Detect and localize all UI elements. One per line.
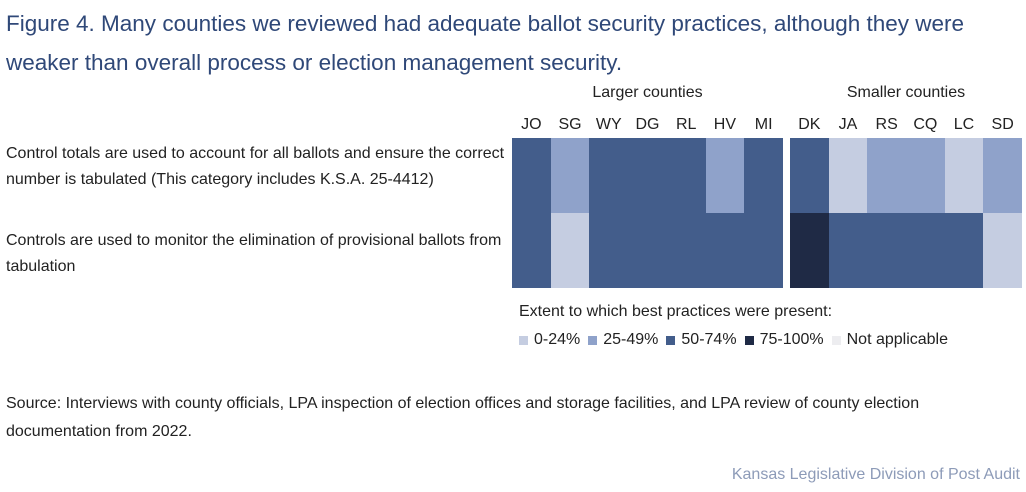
column-label: RL <box>675 116 697 133</box>
heatmap-cell <box>790 213 830 288</box>
column-label: SG <box>558 116 582 133</box>
legend-label: 50-74% <box>681 331 737 348</box>
column-label: HV <box>713 116 737 133</box>
heatmap-cell <box>744 213 784 288</box>
column-label: JO <box>521 116 542 133</box>
source-note: Source: Interviews with county officials… <box>6 395 920 440</box>
footer: Kansas Legislative Division of Post Audi… <box>731 466 1020 483</box>
column-label: MI <box>754 116 773 133</box>
heatmap-cell <box>512 138 552 213</box>
legend-label: 0-24% <box>534 331 581 348</box>
legend-label: Not applicable <box>846 331 949 348</box>
heatmap-cell <box>790 138 830 213</box>
heatmap-cell <box>906 138 946 213</box>
heatmap-cell <box>867 213 907 288</box>
column-label: WY <box>595 116 622 133</box>
column-label: LC <box>953 116 975 133</box>
heatmap-cell <box>628 138 668 213</box>
heatmap-cell <box>867 138 907 213</box>
heatmap-cell <box>828 213 868 288</box>
column-label: JA <box>838 116 858 133</box>
column-label: CQ <box>913 116 938 133</box>
heatmap-cell <box>983 213 1023 288</box>
heatmap-cell <box>628 213 668 288</box>
row-label: Controls are used to monitor the elimina… <box>6 232 502 275</box>
legend-title: Extent to which best practices were pres… <box>519 303 833 320</box>
legend-swatch <box>831 335 841 345</box>
chart-title: Figure 4. Many counties we reviewed had … <box>6 11 965 75</box>
group-label: Smaller counties <box>846 84 966 101</box>
legend-item: 0-24% <box>519 331 580 349</box>
legend-label: 25-49% <box>603 331 659 348</box>
column-label: DK <box>798 116 821 133</box>
legend-swatch <box>519 335 528 345</box>
column-label: DG <box>635 116 660 133</box>
legend-item: 75-100% <box>744 331 824 349</box>
heatmap-cell <box>512 213 552 288</box>
heatmap-cell <box>944 213 984 288</box>
legend: 0-24% 25-49% 50-74% 75-100% Not applicable <box>519 331 956 349</box>
legend-item: 25-49% <box>588 331 658 349</box>
heatmap-cell <box>828 138 868 213</box>
column-label: SD <box>991 116 1014 133</box>
legend-item: 50-74% <box>666 331 737 349</box>
group-label: Larger counties <box>592 84 703 101</box>
heatmap-cell <box>589 213 629 288</box>
legend-swatch <box>588 335 598 345</box>
heatmap-cell <box>944 138 984 213</box>
heatmap-cell <box>983 138 1023 213</box>
heatmap-cell <box>705 138 745 213</box>
legend-swatch <box>744 335 754 345</box>
heatmap-cell <box>550 138 590 213</box>
heatmap-cell <box>744 138 784 213</box>
row-label: Control totals are used to account for a… <box>6 145 505 188</box>
heatmap-cell <box>666 138 707 213</box>
legend-label: 75-100% <box>759 331 824 348</box>
heatmap-cell <box>589 138 629 213</box>
heatmap-cell <box>906 213 946 288</box>
heatmap-cell <box>666 213 707 288</box>
column-label: RS <box>875 116 898 133</box>
heatmap-cell <box>550 213 590 288</box>
heatmap-cell <box>705 213 745 288</box>
legend-swatch <box>666 335 676 345</box>
legend-item: Not applicable <box>831 331 949 349</box>
